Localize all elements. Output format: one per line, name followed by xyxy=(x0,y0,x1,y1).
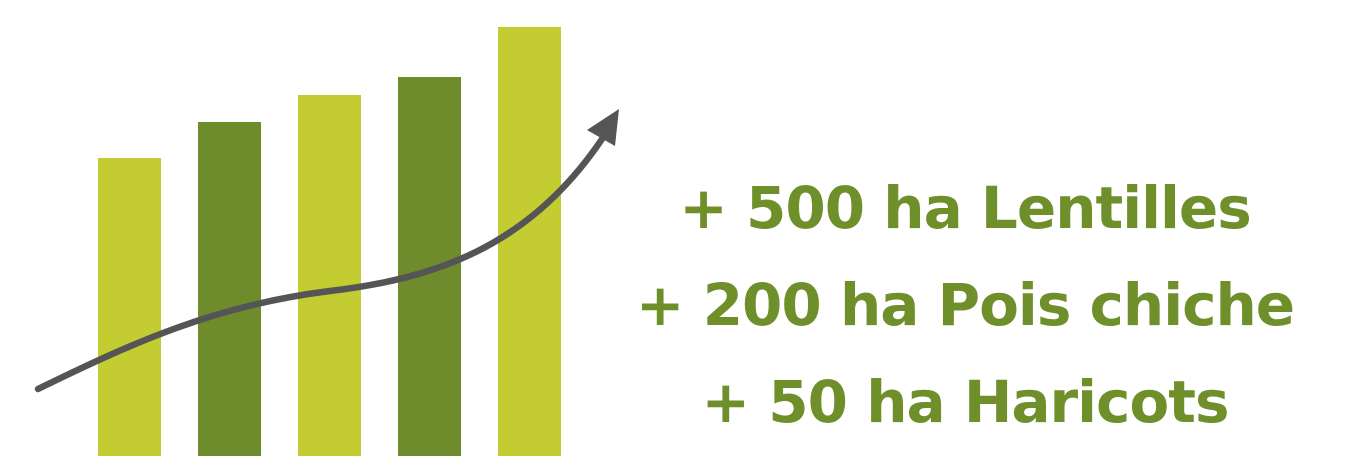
stats-text-block: + 500 ha Lentilles + 200 ha Pois chiche … xyxy=(575,160,1355,451)
bar-4 xyxy=(398,77,461,456)
bar-chart xyxy=(34,27,619,456)
bar-5 xyxy=(498,27,561,456)
stat-line-haricots: + 50 ha Haricots xyxy=(701,368,1230,436)
bar-1 xyxy=(98,158,161,456)
stat-line-lentilles: + 500 ha Lentilles xyxy=(679,174,1252,242)
stat-line-pois-chiche: + 200 ha Pois chiche xyxy=(635,271,1295,339)
bar-3 xyxy=(298,95,361,456)
trend-arrow-head xyxy=(587,109,619,146)
bars-group xyxy=(98,27,561,456)
trend-arrow-line xyxy=(34,129,610,393)
bar-2 xyxy=(198,122,261,456)
